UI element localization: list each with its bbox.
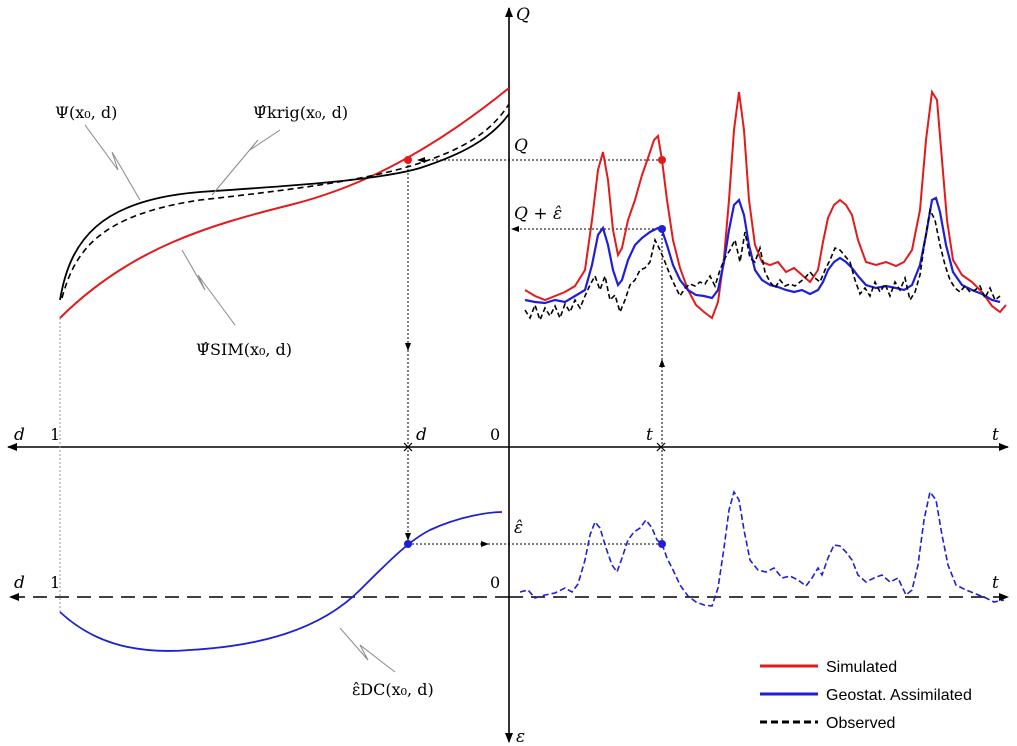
epsilon-axis-label: ε — [516, 727, 525, 746]
lower-zero-label: 0 — [490, 573, 500, 592]
tick-d-label: d — [416, 425, 427, 445]
observed-series — [524, 207, 1001, 323]
leader-psi — [84, 124, 141, 201]
psi-sim-curve — [59, 87, 510, 319]
point-qeps-series — [658, 225, 666, 233]
tick-t-label: t — [646, 425, 653, 445]
point-q-series — [658, 156, 666, 164]
tick-zero-label: 0 — [490, 425, 500, 444]
tick-cross-t — [656, 442, 666, 452]
lower-d-label: d — [14, 573, 25, 593]
lower-one-label: 1 — [50, 573, 60, 592]
psi-label: Ψ(x₀, d) — [55, 103, 117, 122]
eps-hat-label: ε̂ — [514, 518, 523, 538]
d-axis-label: d — [14, 425, 25, 445]
point-eps-curve — [404, 540, 412, 548]
leader-psi-krig — [211, 129, 281, 196]
error-series — [519, 490, 1005, 607]
legend-label-simulated: Simulated — [826, 659, 897, 676]
assimilated-series — [524, 196, 1001, 305]
q-value-label: Q — [514, 136, 528, 156]
point-eps-series — [658, 540, 666, 548]
t-axis-label: t — [992, 425, 999, 445]
q-plus-eps-label: Q + ε̂ — [514, 204, 562, 224]
tick-one-label: 1 — [50, 425, 60, 444]
leader-eps-dc — [339, 627, 396, 673]
psi-krig-curve — [61, 103, 510, 299]
simulated-series — [524, 89, 1007, 320]
psi-sim-label: Ψ̂SIM(x₀, d) — [196, 340, 292, 359]
point-q-curve — [404, 156, 412, 164]
legend-label-assimilated: Geostat. Assimilated — [826, 687, 972, 704]
legend: Simulated Geostat. Assimilated Observed — [760, 659, 972, 732]
psi-curve — [59, 113, 510, 301]
psi-krig-label: Ψ̂krig(x₀, d) — [253, 103, 348, 122]
eps-dc-curve — [59, 511, 503, 652]
legend-label-observed: Observed — [826, 715, 895, 732]
eps-dc-label: ε̂DC(x₀, d) — [352, 680, 434, 699]
q-axis-label: Q — [516, 5, 530, 25]
leader-psi-sim — [181, 249, 236, 326]
lower-t-label: t — [992, 573, 999, 593]
